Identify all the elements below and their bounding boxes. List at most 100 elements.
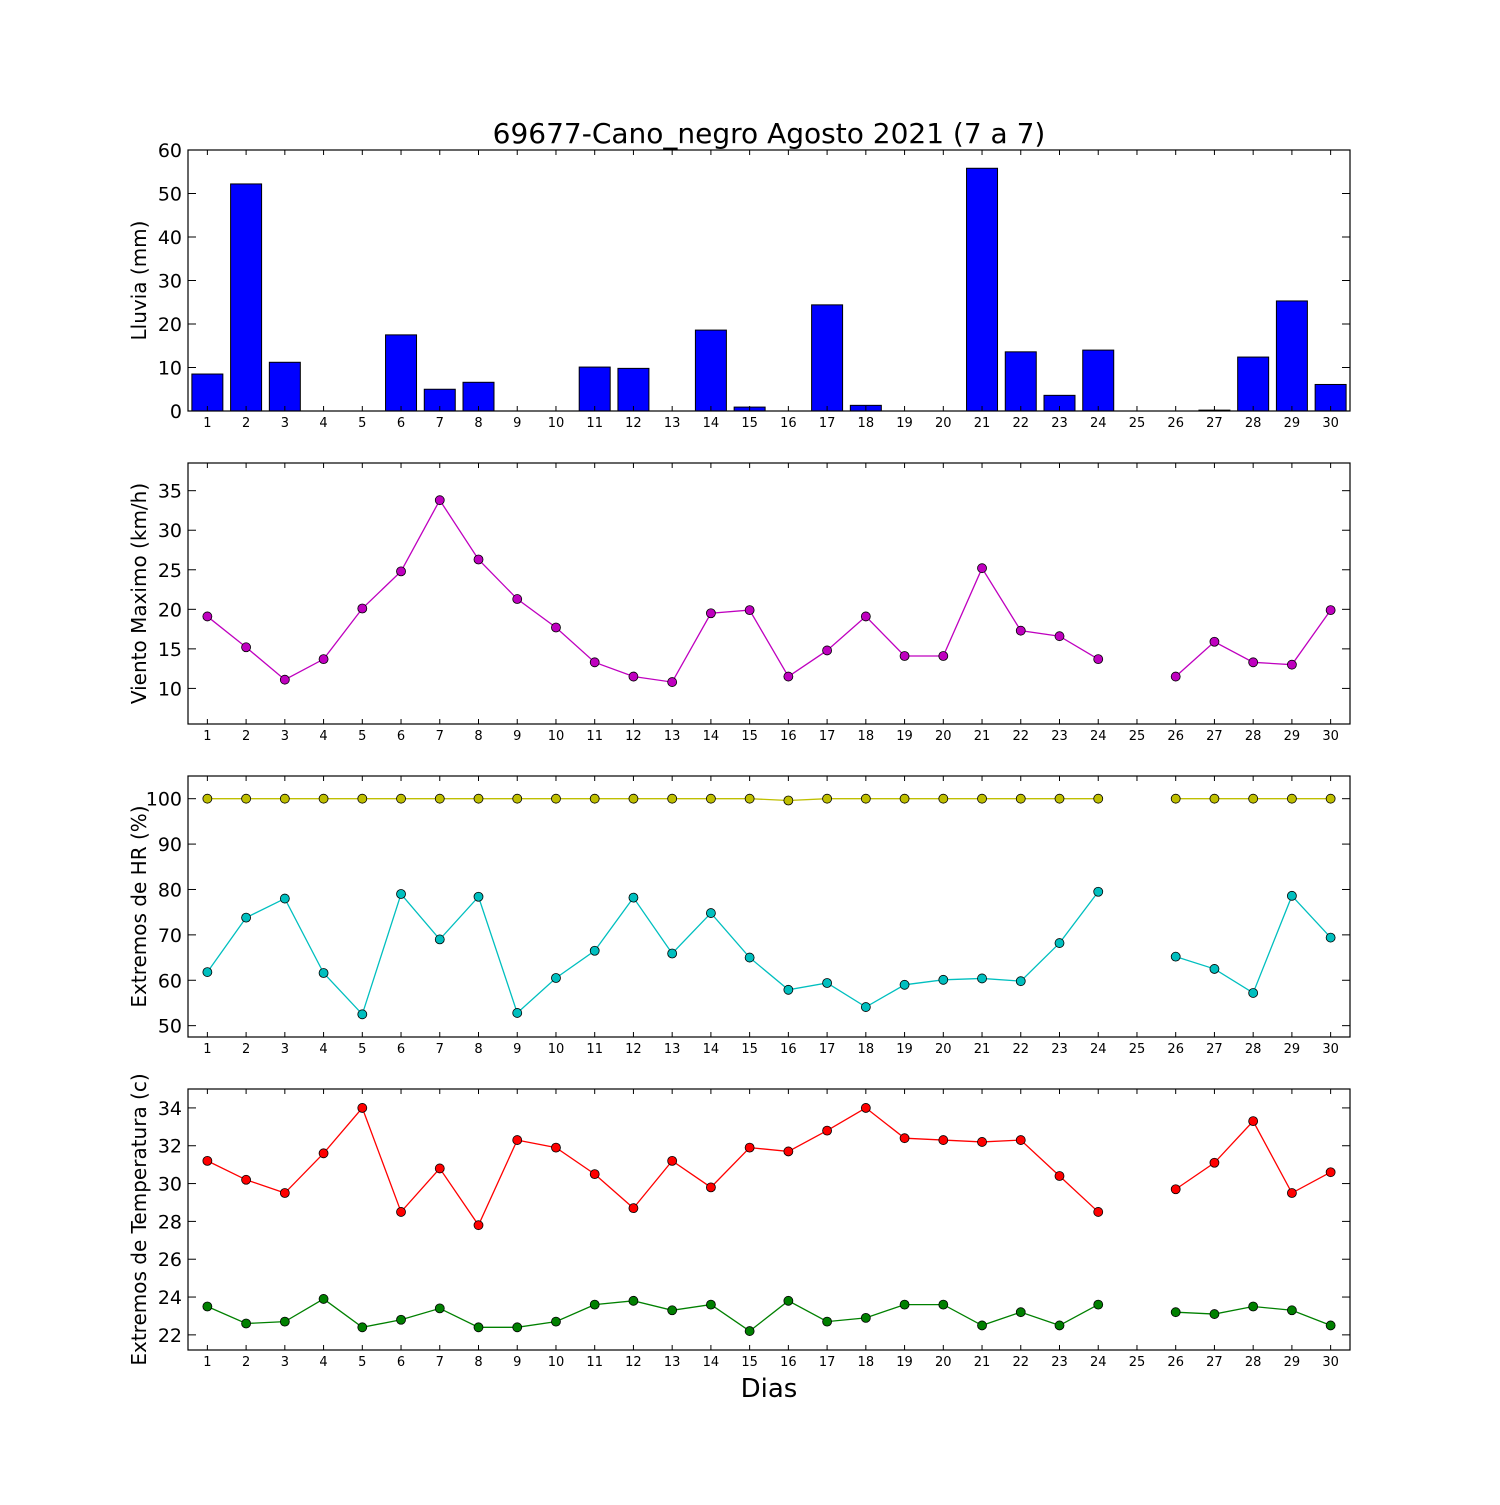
x-tick-label: 12 bbox=[625, 416, 642, 431]
y-tick-label: 90 bbox=[158, 834, 182, 856]
data-point bbox=[1093, 1299, 1104, 1310]
x-tick-label: 6 bbox=[397, 1042, 405, 1057]
y-tick-label: 30 bbox=[158, 1174, 182, 1196]
x-tick-label: 17 bbox=[819, 416, 836, 431]
x-tick-label: 5 bbox=[358, 729, 366, 744]
data-point bbox=[1170, 1307, 1181, 1318]
data-point bbox=[822, 645, 832, 656]
y-tick-label: 0 bbox=[170, 401, 182, 423]
x-tick-label: 29 bbox=[1284, 1042, 1301, 1057]
data-point bbox=[512, 1135, 523, 1145]
x-tick-label: 30 bbox=[1322, 1042, 1339, 1057]
data-point bbox=[1209, 1157, 1220, 1168]
data-point bbox=[318, 793, 329, 804]
data-point bbox=[667, 948, 678, 959]
x-tick-label: 14 bbox=[703, 1355, 720, 1370]
x-tick-label: 26 bbox=[1167, 729, 1184, 744]
x-tick-label: 25 bbox=[1129, 1042, 1146, 1057]
x-tick-label: 5 bbox=[358, 1355, 366, 1370]
x-tick-label: 15 bbox=[741, 1355, 758, 1370]
x-tick-label: 13 bbox=[664, 1355, 681, 1370]
data-point bbox=[899, 1133, 910, 1144]
data-point bbox=[860, 793, 871, 804]
y-tick-label: 70 bbox=[158, 925, 182, 947]
data-point bbox=[667, 677, 678, 687]
x-tick-label: 12 bbox=[625, 1042, 642, 1057]
x-tick-label: 9 bbox=[513, 416, 521, 431]
x-tick-label: 18 bbox=[858, 729, 875, 744]
x-tick-label: 17 bbox=[819, 1042, 836, 1057]
data-point bbox=[822, 1125, 832, 1136]
data-point bbox=[434, 1303, 445, 1314]
data-point bbox=[1093, 886, 1104, 897]
x-tick-label: 11 bbox=[586, 1355, 603, 1370]
data-point bbox=[434, 495, 445, 506]
data-point bbox=[241, 1318, 252, 1329]
data-point bbox=[1287, 659, 1297, 670]
x-tick-label: 18 bbox=[858, 416, 875, 431]
data-point bbox=[551, 1316, 561, 1327]
data-point bbox=[1015, 1307, 1026, 1318]
data-point bbox=[396, 793, 406, 804]
x-tick-label: 19 bbox=[896, 416, 913, 431]
x-tick-label: 4 bbox=[319, 1355, 327, 1370]
data-point bbox=[241, 912, 252, 923]
data-point bbox=[1015, 1135, 1026, 1145]
data-point bbox=[977, 973, 987, 984]
data-point bbox=[860, 1103, 871, 1113]
y-tick-label: 34 bbox=[158, 1098, 182, 1120]
data-point bbox=[1325, 1320, 1336, 1331]
rain-bar bbox=[230, 183, 263, 412]
x-tick-label: 26 bbox=[1167, 1042, 1184, 1057]
x-tick-label: 24 bbox=[1090, 416, 1107, 431]
x-tick-label: 21 bbox=[974, 729, 991, 744]
x-tick-label: 14 bbox=[703, 729, 720, 744]
x-tick-label: 20 bbox=[935, 1355, 952, 1370]
data-point bbox=[1170, 951, 1181, 962]
data-point bbox=[241, 642, 252, 653]
rain-bar bbox=[1082, 349, 1115, 412]
data-point bbox=[744, 605, 755, 616]
data-point bbox=[1248, 1116, 1259, 1127]
x-tick-label: 8 bbox=[474, 729, 482, 744]
data-point bbox=[667, 1305, 678, 1316]
y-tick-label: 35 bbox=[158, 481, 182, 503]
data-point bbox=[1287, 1188, 1297, 1198]
x-tick-label: 29 bbox=[1284, 729, 1301, 744]
data-point bbox=[628, 1203, 639, 1214]
x-tick-label: 28 bbox=[1245, 1042, 1262, 1057]
data-point bbox=[1248, 1301, 1259, 1312]
data-point bbox=[1054, 793, 1065, 804]
x-tick-label: 19 bbox=[896, 1355, 913, 1370]
rain-bar bbox=[694, 329, 727, 412]
data-point bbox=[396, 1207, 406, 1217]
data-point bbox=[279, 793, 290, 804]
data-point bbox=[396, 1314, 406, 1325]
data-point bbox=[512, 1008, 523, 1018]
x-tick-label: 30 bbox=[1322, 416, 1339, 431]
data-point bbox=[473, 554, 484, 565]
y-tick-label: 25 bbox=[158, 560, 182, 582]
data-point bbox=[473, 1220, 484, 1231]
x-tick-label: 12 bbox=[625, 1355, 642, 1370]
x-tick-label: 10 bbox=[548, 729, 565, 744]
x-tick-label: 22 bbox=[1012, 1042, 1029, 1057]
x-tick-label: 16 bbox=[780, 729, 797, 744]
data-point bbox=[1325, 932, 1336, 943]
data-point bbox=[1170, 793, 1181, 804]
x-tick-label: 22 bbox=[1012, 416, 1029, 431]
series-line bbox=[207, 798, 1099, 802]
data-point bbox=[241, 1174, 252, 1185]
y-tick-label: 32 bbox=[158, 1136, 182, 1158]
x-tick-label: 28 bbox=[1245, 416, 1262, 431]
x-tick-label: 16 bbox=[780, 1355, 797, 1370]
data-point bbox=[202, 967, 213, 977]
data-point bbox=[551, 622, 561, 633]
x-tick-label: 10 bbox=[548, 1355, 565, 1370]
x-tick-label: 20 bbox=[935, 416, 952, 431]
data-point bbox=[1248, 793, 1259, 804]
x-tick-label: 6 bbox=[397, 416, 405, 431]
data-point bbox=[628, 892, 639, 903]
x-tick-label: 10 bbox=[548, 1042, 565, 1057]
data-point bbox=[744, 793, 755, 804]
